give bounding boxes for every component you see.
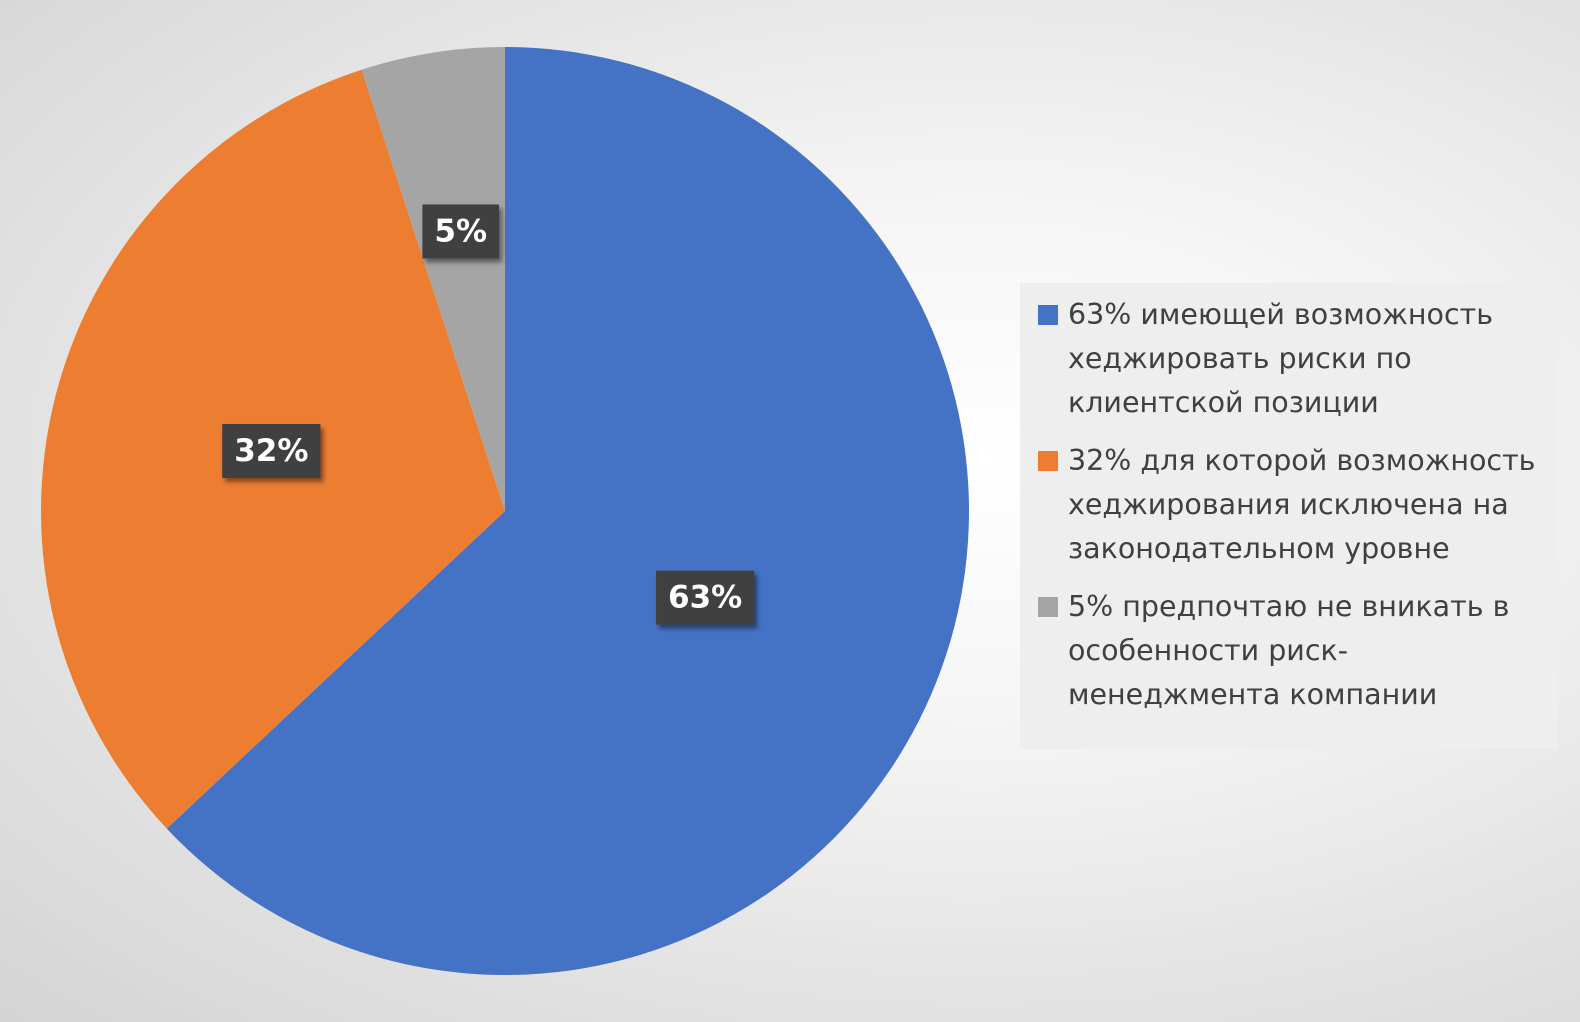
data-label-text-2: 32% [234,433,308,469]
legend-item-3: 5% предпочтаю не вникать в особенности р… [1038,585,1558,717]
data-label-box-2 [222,423,321,478]
data-label-text-3: 5% [434,213,487,249]
legend-item-2: 32% для которой возможность хеджирования… [1038,439,1558,571]
data-label-2: 32% [222,423,321,478]
chart-legend: 63% имеющей возможность хеджировать риск… [1020,283,1558,749]
data-label-1: 63% [656,570,755,625]
data-label-box-3 [422,204,500,259]
legend-swatch-2 [1038,451,1058,471]
legend-item-1: 63% имеющей возможность хеджировать риск… [1038,293,1558,425]
legend-label-3: 5% предпочтаю не вникать в особенности р… [1068,590,1510,711]
legend-swatch-1 [1038,305,1058,325]
pie-slice-3 [361,47,505,511]
data-label-box-1 [656,570,755,625]
data-label-text-1: 63% [668,580,742,616]
legend-label-1: 63% имеющей возможность хеджировать риск… [1068,298,1494,419]
pie-slices [40,47,970,975]
legend-swatch-3 [1038,597,1058,617]
legend-label-2: 32% для которой возможность хеджирования… [1068,444,1536,565]
pie-slice-1 [166,47,970,975]
pie-data-labels: 63% 32% 5% [222,204,755,625]
data-label-3: 5% [422,204,500,259]
